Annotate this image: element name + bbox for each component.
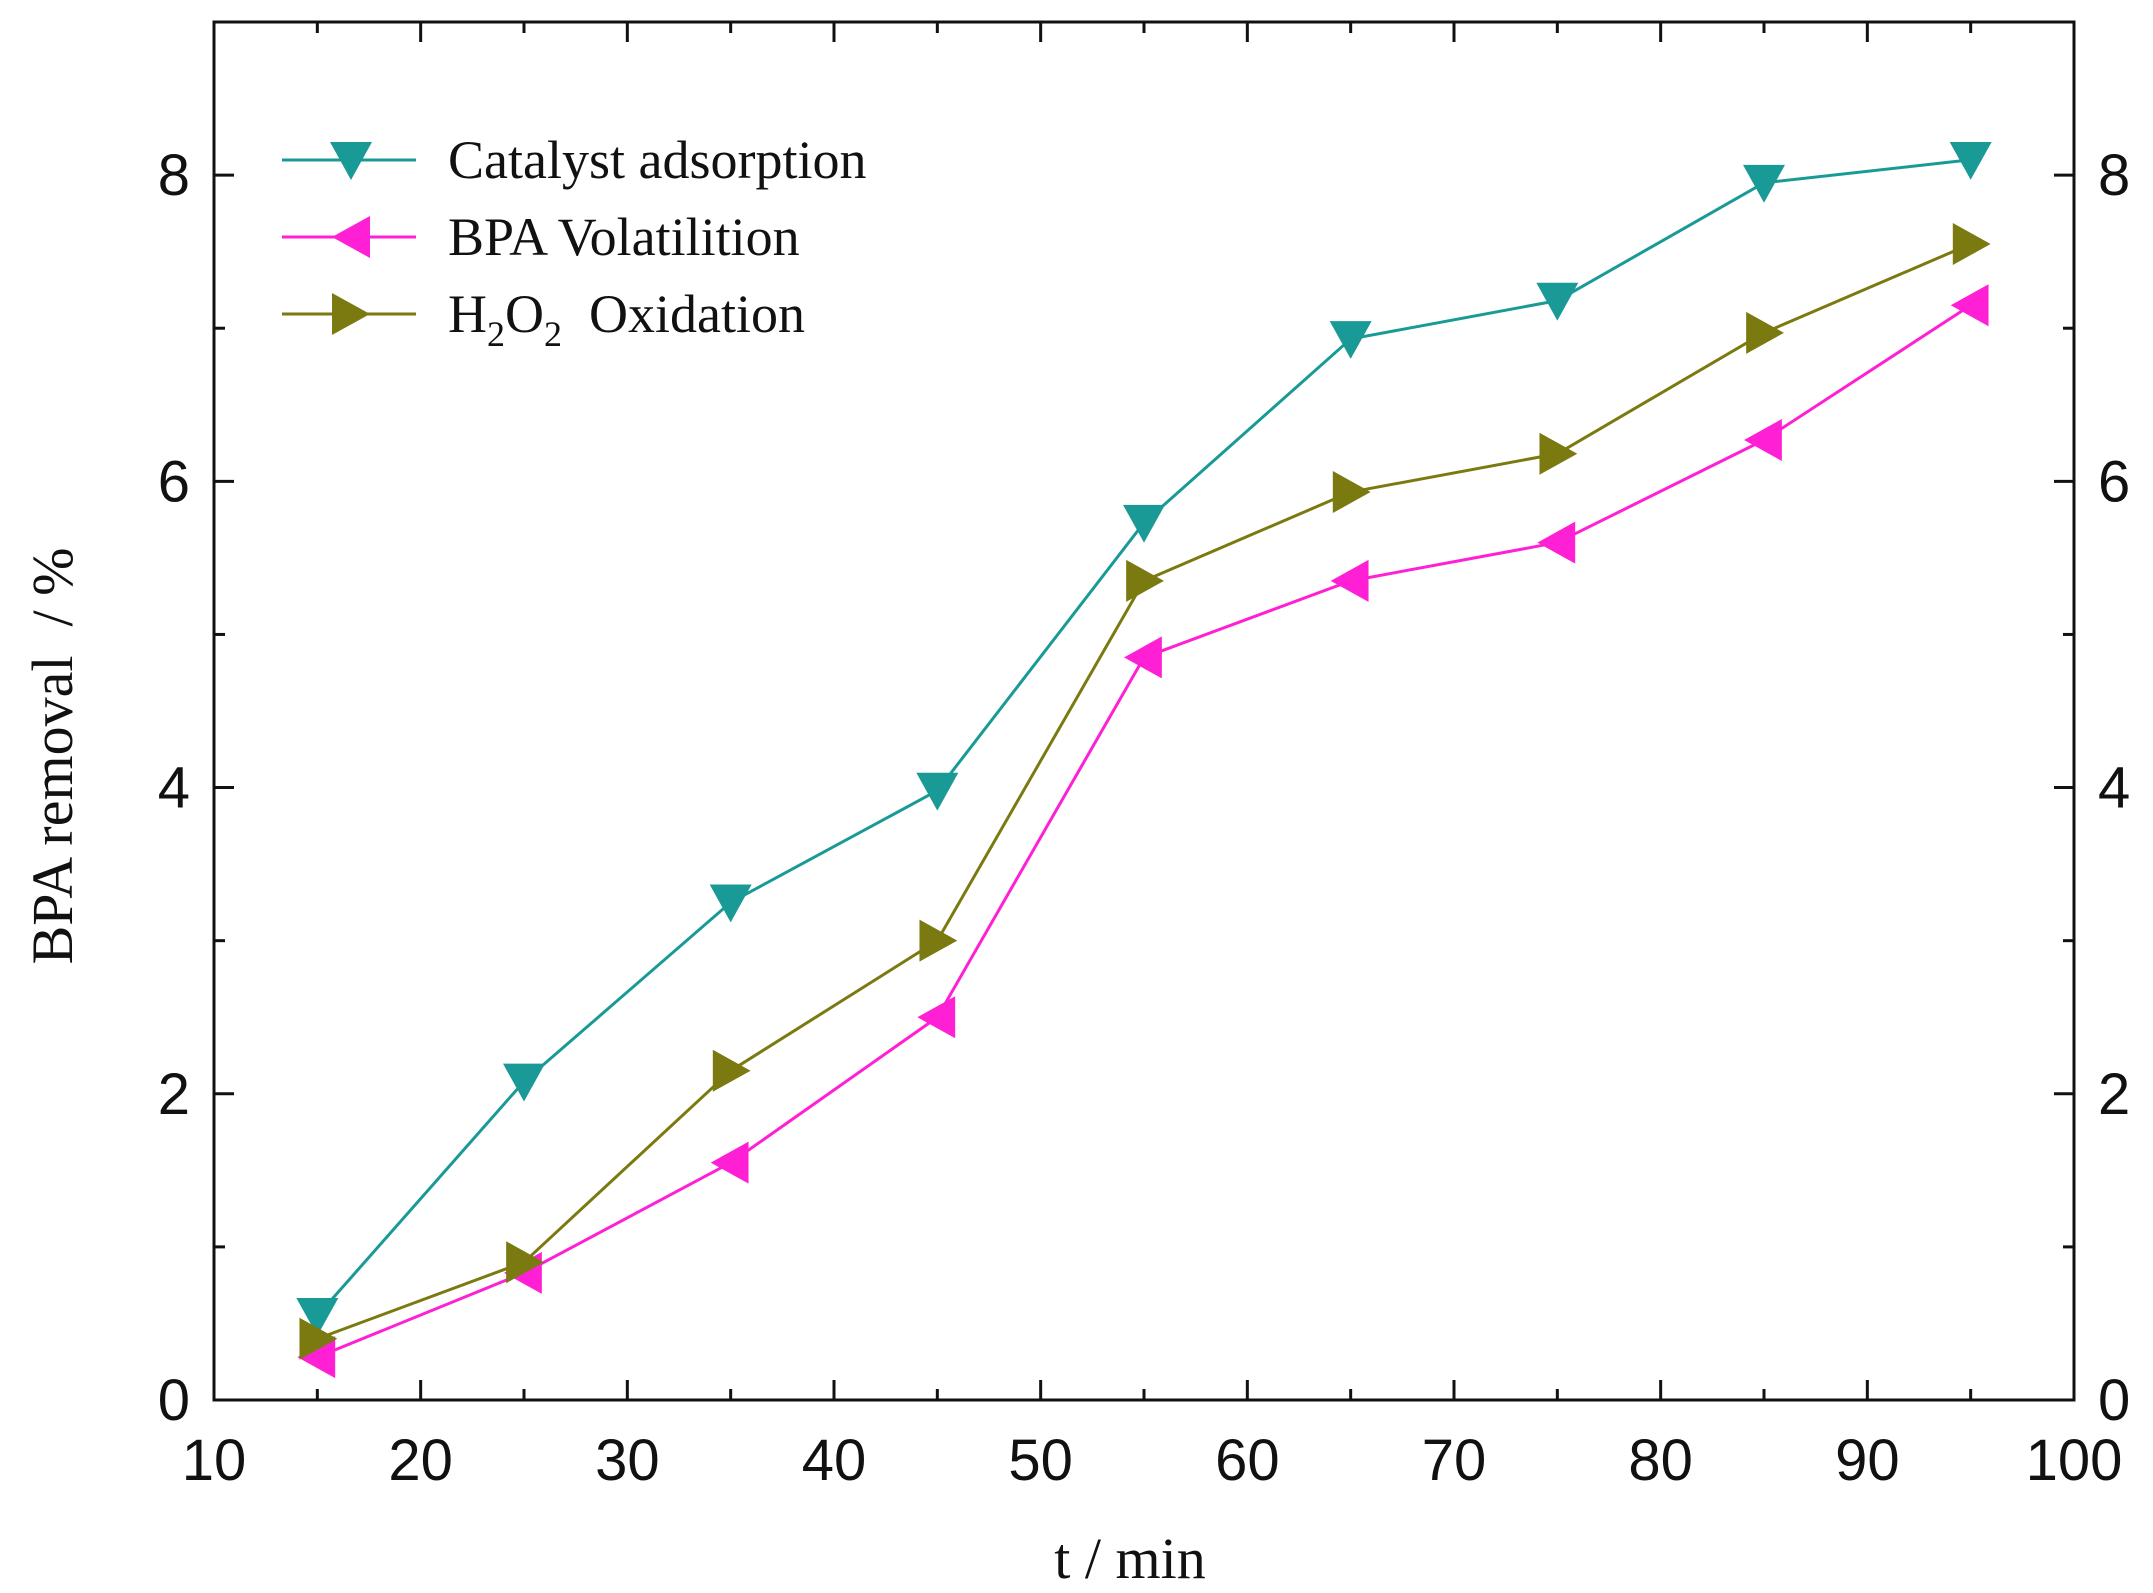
series-line-2: [316, 242, 1972, 1341]
x-tick-label: 30: [595, 1428, 660, 1493]
data-point-series-2: [712, 1049, 751, 1092]
x-tick-label: 70: [1422, 1428, 1487, 1493]
data-point-series-2: [1746, 311, 1784, 354]
data-point-series-0: [916, 772, 959, 811]
legend-marker-catalyst: [330, 142, 372, 180]
legend-label-volatilition: BPA Volatilition: [448, 207, 800, 267]
data-point-series-1: [917, 996, 956, 1039]
legend-entry-catalyst: Catalyst adsorption: [282, 130, 866, 190]
y-right-tick-label: 8: [2098, 143, 2130, 208]
x-tick-label: 20: [388, 1428, 453, 1493]
x-tick-label: 90: [1835, 1428, 1900, 1493]
y-right-tick-label: 0: [2098, 1368, 2130, 1433]
data-point-series-0: [709, 884, 752, 923]
data-point-series-1: [1744, 418, 1782, 461]
legend-oxidation-h: H: [448, 284, 487, 344]
x-axis: 10 20 30 40 50 60 70 80 90 100: [182, 22, 2123, 1493]
series-line-1: [316, 303, 1972, 1359]
data-point-series-2: [1126, 559, 1164, 602]
y-right-tick-label: 2: [2098, 1062, 2130, 1127]
legend-marker-oxidation: [332, 293, 370, 335]
data-point-series-2: [299, 1317, 338, 1360]
legend-entry-oxidation: H2O2 Oxidation: [282, 284, 805, 354]
legend-oxidation-o: O: [505, 284, 544, 344]
y-left-tick-label: 4: [158, 756, 190, 821]
series-markers: [296, 141, 1992, 1379]
legend-oxidation-sub2: 2: [544, 314, 562, 354]
y-axis-left: 0 2 4 6 8: [158, 143, 234, 1433]
legend-entry-volatilition: BPA Volatilition: [282, 207, 800, 267]
data-point-series-0: [296, 1297, 339, 1336]
y-left-tick-label: 6: [158, 449, 190, 514]
legend-marker-volatilition: [332, 216, 370, 258]
y-axis-label: BPA removal / %: [20, 548, 85, 965]
legend-oxidation-word: Oxidation: [562, 284, 805, 344]
data-point-series-1: [1950, 284, 1989, 327]
data-point-series-2: [1332, 471, 1371, 514]
data-point-series-1: [297, 1336, 336, 1379]
data-point-series-0: [1949, 141, 1992, 180]
data-point-series-0: [1123, 504, 1165, 543]
data-point-series-0: [1329, 321, 1372, 359]
x-tick-label: 100: [2026, 1428, 2123, 1493]
y-right-tick-label: 4: [2098, 756, 2130, 821]
x-tick-label: 10: [182, 1428, 247, 1493]
x-tick-label: 50: [1008, 1428, 1073, 1493]
data-point-series-1: [1124, 636, 1162, 679]
data-point-series-0: [1743, 164, 1785, 203]
x-axis-label: t / min: [1054, 1526, 1205, 1591]
x-tick-label: 60: [1215, 1428, 1280, 1493]
data-point-series-2: [1539, 432, 1578, 475]
legend: Catalyst adsorption BPA Volatilition H2O…: [282, 130, 866, 354]
data-point-series-2: [1952, 223, 1991, 266]
y-left-tick-label: 2: [158, 1062, 190, 1127]
y-left-tick-label: 0: [158, 1368, 190, 1433]
legend-label-oxidation: H2O2 Oxidation: [448, 284, 805, 354]
y-left-tick-label: 8: [158, 143, 190, 208]
legend-oxidation-sub1: 2: [487, 314, 505, 354]
y-right-tick-label: 6: [2098, 449, 2130, 514]
data-point-series-1: [1537, 521, 1576, 564]
data-point-series-1: [1330, 559, 1369, 602]
x-tick-label: 40: [802, 1428, 867, 1493]
data-point-series-2: [506, 1241, 544, 1284]
data-point-series-0: [503, 1063, 545, 1102]
legend-label-catalyst: Catalyst adsorption: [448, 130, 866, 190]
x-tick-label: 80: [1628, 1428, 1693, 1493]
data-point-series-1: [710, 1141, 749, 1184]
data-point-series-2: [919, 919, 958, 962]
data-point-series-0: [1536, 282, 1579, 321]
y-axis-right: 0 2 4 6 8: [2054, 143, 2130, 1433]
